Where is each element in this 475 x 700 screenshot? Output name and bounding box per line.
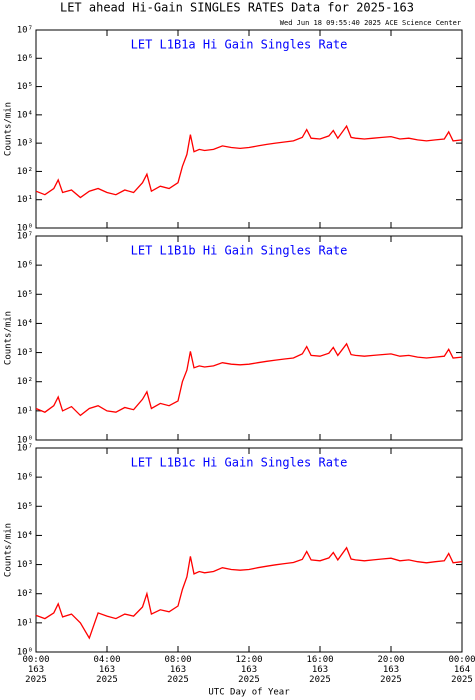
data-line	[35, 546, 463, 640]
plot-frame	[35, 447, 463, 653]
x-tick-label: 00:00 163 2025	[22, 655, 50, 685]
y-tick-label: 10²	[17, 167, 33, 177]
data-line	[35, 124, 463, 199]
y-tick-label: 10⁵	[17, 502, 33, 512]
y-tick-label: 10⁶	[17, 261, 33, 271]
x-tick-label: 16:00 163 2025	[306, 655, 334, 685]
y-axis-label: Counts/min	[4, 311, 14, 365]
y-tick-label: 10⁰	[17, 224, 33, 234]
plot-frame	[35, 29, 463, 229]
y-tick-label: 10³	[17, 348, 33, 358]
y-tick-label: 10⁵	[17, 290, 33, 300]
panel-title: LET L1B1a Hi Gain Singles Rate	[131, 38, 348, 52]
x-tick-label: 20:00 163 2025	[377, 655, 405, 685]
y-tick-label: 10¹	[17, 406, 33, 416]
x-tick-label: 00:00 164 2025	[448, 655, 475, 685]
y-tick-label: 10⁰	[17, 648, 33, 658]
y-tick-label: 10⁷	[17, 26, 33, 36]
y-tick-label: 10²	[17, 377, 33, 387]
data-line	[35, 342, 463, 417]
x-axis-label: UTC Day of Year	[208, 688, 290, 698]
y-tick-label: 10¹	[17, 618, 33, 628]
y-axis-label: Counts/min	[4, 523, 14, 577]
x-tick-label: 08:00 163 2025	[164, 655, 192, 685]
y-tick-label: 10²	[17, 589, 33, 599]
y-tick-label: 10³	[17, 560, 33, 570]
y-tick-label: 10⁴	[17, 319, 33, 329]
x-tick-label: 12:00 163 2025	[235, 655, 263, 685]
timestamp: Wed Jun 18 09:55:40 2025 ACE Science Cen…	[280, 19, 461, 27]
panel-title: LET L1B1c Hi Gain Singles Rate	[131, 456, 348, 470]
y-axis-label: Counts/min	[4, 102, 14, 156]
y-tick-label: 10⁷	[17, 232, 33, 242]
y-tick-label: 10⁰	[17, 436, 33, 446]
page-title: LET ahead Hi-Gain SINGLES RATES Data for…	[60, 1, 414, 15]
y-tick-label: 10³	[17, 139, 33, 149]
y-tick-label: 10⁴	[17, 531, 33, 541]
y-tick-label: 10⁷	[17, 444, 33, 454]
x-tick-label: 04:00 163 2025	[93, 655, 121, 685]
panel-title: LET L1B1b Hi Gain Singles Rate	[131, 244, 348, 258]
y-tick-label: 10⁵	[17, 82, 33, 92]
y-tick-label: 10⁶	[17, 54, 33, 64]
plot-frame	[35, 235, 463, 441]
y-tick-label: 10¹	[17, 195, 33, 205]
y-tick-label: 10⁶	[17, 473, 33, 483]
y-tick-label: 10⁴	[17, 110, 33, 120]
